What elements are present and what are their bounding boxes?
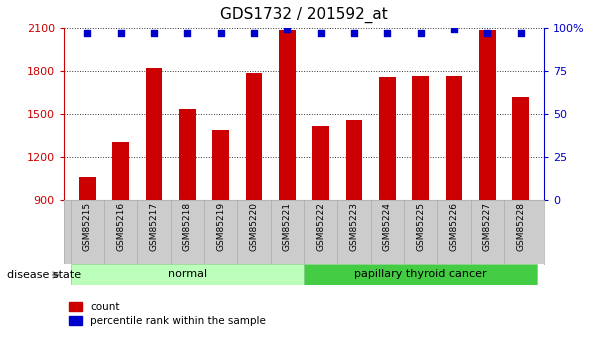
Point	[449, 27, 459, 32]
Text: disease state: disease state	[7, 270, 81, 280]
Legend: count, percentile rank within the sample: count, percentile rank within the sample	[69, 302, 266, 326]
Text: GSM85221: GSM85221	[283, 202, 292, 251]
Text: GSM85227: GSM85227	[483, 202, 492, 251]
Point	[182, 30, 192, 36]
Bar	[179, 109, 196, 200]
Point	[283, 27, 292, 32]
Text: GSM85226: GSM85226	[449, 202, 458, 251]
Bar	[313, 126, 329, 200]
Bar	[346, 120, 362, 200]
Text: GSM85225: GSM85225	[416, 202, 425, 251]
Point	[316, 30, 325, 36]
Point	[149, 30, 159, 36]
Point	[349, 30, 359, 36]
Bar	[279, 30, 295, 200]
Bar	[513, 97, 529, 200]
Text: GSM85219: GSM85219	[216, 202, 225, 251]
Bar	[479, 30, 496, 200]
Point	[82, 30, 92, 36]
Bar	[446, 77, 463, 200]
Bar	[379, 77, 396, 200]
Bar	[145, 68, 162, 200]
Point	[116, 30, 125, 36]
Point	[216, 30, 226, 36]
Text: GSM85224: GSM85224	[383, 202, 392, 251]
Text: GSM85215: GSM85215	[83, 202, 92, 251]
Text: papillary thyroid cancer: papillary thyroid cancer	[354, 269, 487, 279]
Point	[249, 30, 259, 36]
Bar	[79, 177, 95, 200]
Text: GSM85218: GSM85218	[183, 202, 192, 251]
Bar	[112, 142, 129, 200]
Bar	[212, 130, 229, 200]
Bar	[304, 264, 537, 285]
Text: GSM85216: GSM85216	[116, 202, 125, 251]
Bar	[246, 73, 262, 200]
Bar	[412, 77, 429, 200]
Point	[416, 30, 426, 36]
Bar	[71, 264, 304, 285]
Title: GDS1732 / 201592_at: GDS1732 / 201592_at	[220, 7, 388, 23]
Text: GSM85222: GSM85222	[316, 202, 325, 251]
Text: GSM85228: GSM85228	[516, 202, 525, 251]
Point	[516, 30, 526, 36]
Text: GSM85223: GSM85223	[350, 202, 359, 251]
Text: GSM85220: GSM85220	[249, 202, 258, 251]
Point	[382, 30, 392, 36]
Point	[483, 30, 492, 36]
Text: GSM85217: GSM85217	[150, 202, 159, 251]
Text: normal: normal	[168, 269, 207, 279]
